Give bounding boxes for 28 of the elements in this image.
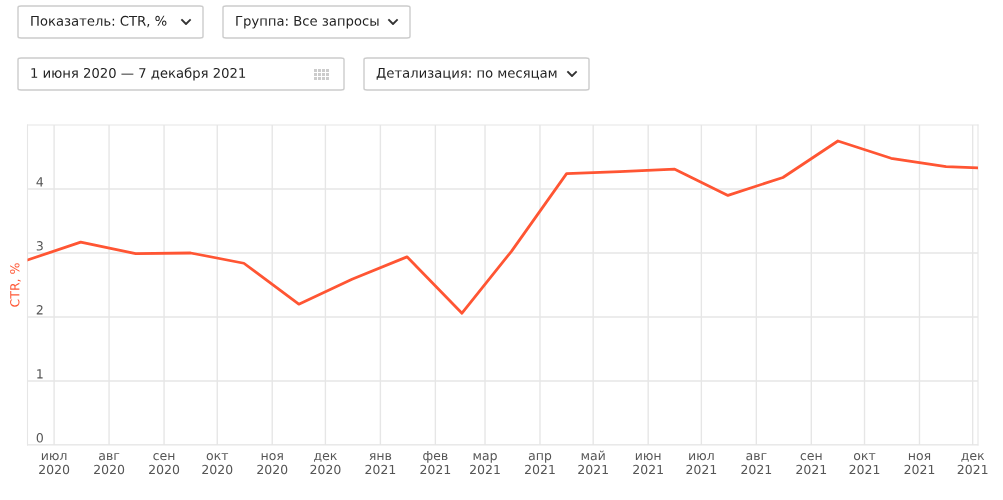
x-tick-label: ноя 2020	[257, 453, 288, 475]
text: Показатель: CTR, %	[31, 15, 167, 28]
x-tick-label: май 2021	[578, 450, 608, 475]
x-tick-label: дек 2021	[957, 453, 988, 475]
x-tick-label: янв 2021	[365, 453, 396, 475]
text: Детализация: по месяцам	[376, 68, 557, 80]
x-tick-label: авг 2021	[741, 453, 772, 475]
text: Группа: Все запросы	[236, 16, 379, 29]
y-tick-label: 4	[36, 177, 44, 187]
x-tick-label: дек 2020	[310, 453, 341, 475]
x-tick-label: авг 2020	[94, 453, 125, 475]
x-tick-label: фев 2021	[420, 450, 451, 475]
y-tick-label: 0	[36, 433, 43, 443]
text: 1 июня 2020 — 7 декабря 2021	[31, 67, 246, 81]
x-tick-label: апр 2021	[525, 453, 555, 475]
y-tick-label: 2	[36, 305, 43, 315]
x-tick-label: мар 2021	[470, 453, 500, 475]
y-tick-label: 3	[36, 241, 43, 251]
x-tick-label: окт 2020	[202, 453, 233, 475]
x-tick-label: сен 2021	[796, 453, 827, 475]
y-tick-label: 1	[37, 369, 43, 379]
x-tick-label: ноя 2021	[904, 453, 935, 475]
x-tick-label: июн 2021	[633, 453, 663, 475]
x-tick-label: сен 2020	[149, 453, 180, 475]
y-axis-title: CTR, %	[10, 263, 21, 307]
x-tick-label: окт 2021	[849, 453, 880, 475]
x-tick-label: июл 2020	[39, 453, 70, 475]
x-tick-label: июл 2021	[686, 453, 717, 475]
